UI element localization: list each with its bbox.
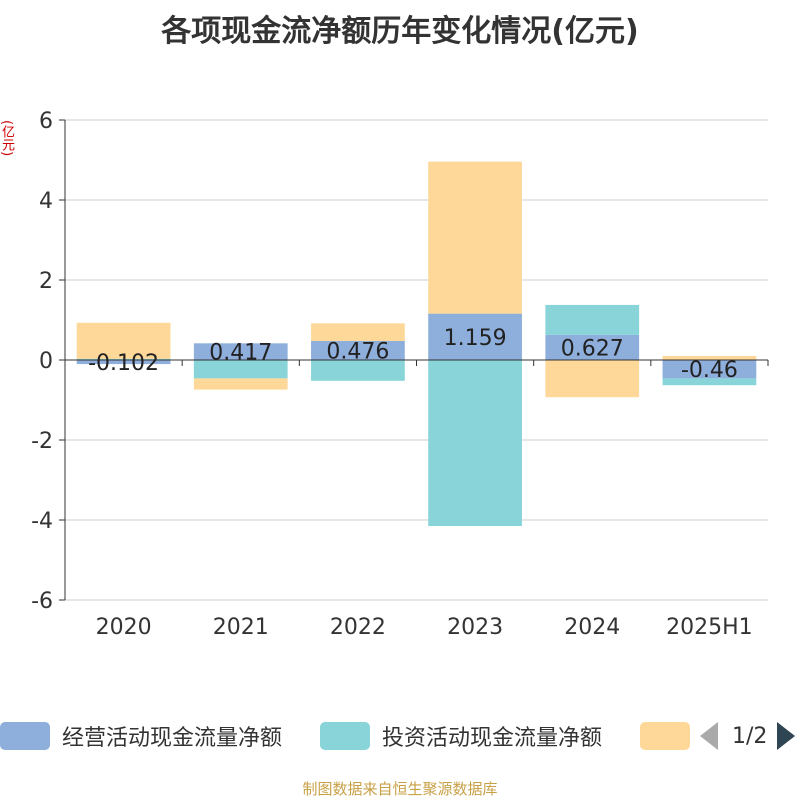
x-tick-label: 2020 [96,615,152,640]
y-tick-label: 4 [39,189,53,214]
bar-series-2-2023 [428,161,522,314]
y-tick-label: -6 [31,589,53,614]
legend-swatch-investing [320,722,370,750]
bar-series-1-2022 [311,360,405,381]
legend-swatch-operating [0,722,50,750]
bar-series-2-2025H1 [662,356,757,360]
bar-series-1-2020 [76,358,171,360]
data-label: -0.102 [88,351,159,376]
legend-label-operating: 经营活动现金流量净额 [62,726,283,751]
bar-series-1-2021 [193,360,288,379]
bar-series-0-2023 [428,313,522,360]
bar-series-0-2021 [193,343,288,360]
y-axis-unit-label: (亿元) [0,120,14,157]
bar-series-2-2021 [193,378,288,390]
legend-pager: 1/2 [700,716,796,756]
data-label: 0.417 [209,341,272,366]
data-label: -0.46 [681,358,738,383]
bar-series-2-2020 [76,322,171,359]
y-tick-label: 2 [39,269,53,294]
bar-series-0-2020 [76,360,171,365]
legend-item-financing[interactable] [640,716,702,756]
bar-series-1-2023 [428,360,522,526]
legend-item-investing[interactable]: 投资活动现金流量净额 [320,716,602,756]
bar-series-0-2025H1 [662,360,757,379]
x-tick-label: 2024 [564,615,620,640]
data-source-note: 制图数据来自恒生聚源数据库 [302,780,498,798]
x-tick-label: 2022 [330,615,386,640]
data-label: 0.627 [561,336,624,361]
bar-series-2-2024 [545,360,640,398]
y-tick-label: 6 [39,109,53,134]
bar-series-0-2024 [545,334,640,360]
y-tick-label: 0 [39,349,53,374]
legend-swatch-financing [640,722,690,750]
legend: 经营活动现金流量净额 投资活动现金流量净额 [0,716,800,756]
legend-item-operating[interactable]: 经营活动现金流量净额 [0,716,282,756]
legend-page-indicator: 1/2 [732,723,768,749]
bar-series-2-2022 [311,323,405,341]
data-label: 1.159 [444,326,507,351]
x-tick-label: 2023 [447,615,503,640]
bar-series-1-2024 [545,304,640,335]
data-label: 0.476 [326,339,389,364]
x-tick-label: 2021 [213,615,269,640]
y-tick-label: -2 [31,429,53,454]
legend-prev-page-icon[interactable] [700,722,718,750]
legend-next-page-icon[interactable] [777,722,796,750]
y-tick-label: -4 [31,509,53,534]
chart-title: 各项现金流净额历年变化情况(亿元) [161,14,639,49]
bar-series-1-2025H1 [662,378,757,386]
legend-label-investing: 投资活动现金流量净额 [382,726,603,751]
bar-series-0-2022 [311,340,405,360]
x-tick-label: 2025H1 [666,615,753,640]
